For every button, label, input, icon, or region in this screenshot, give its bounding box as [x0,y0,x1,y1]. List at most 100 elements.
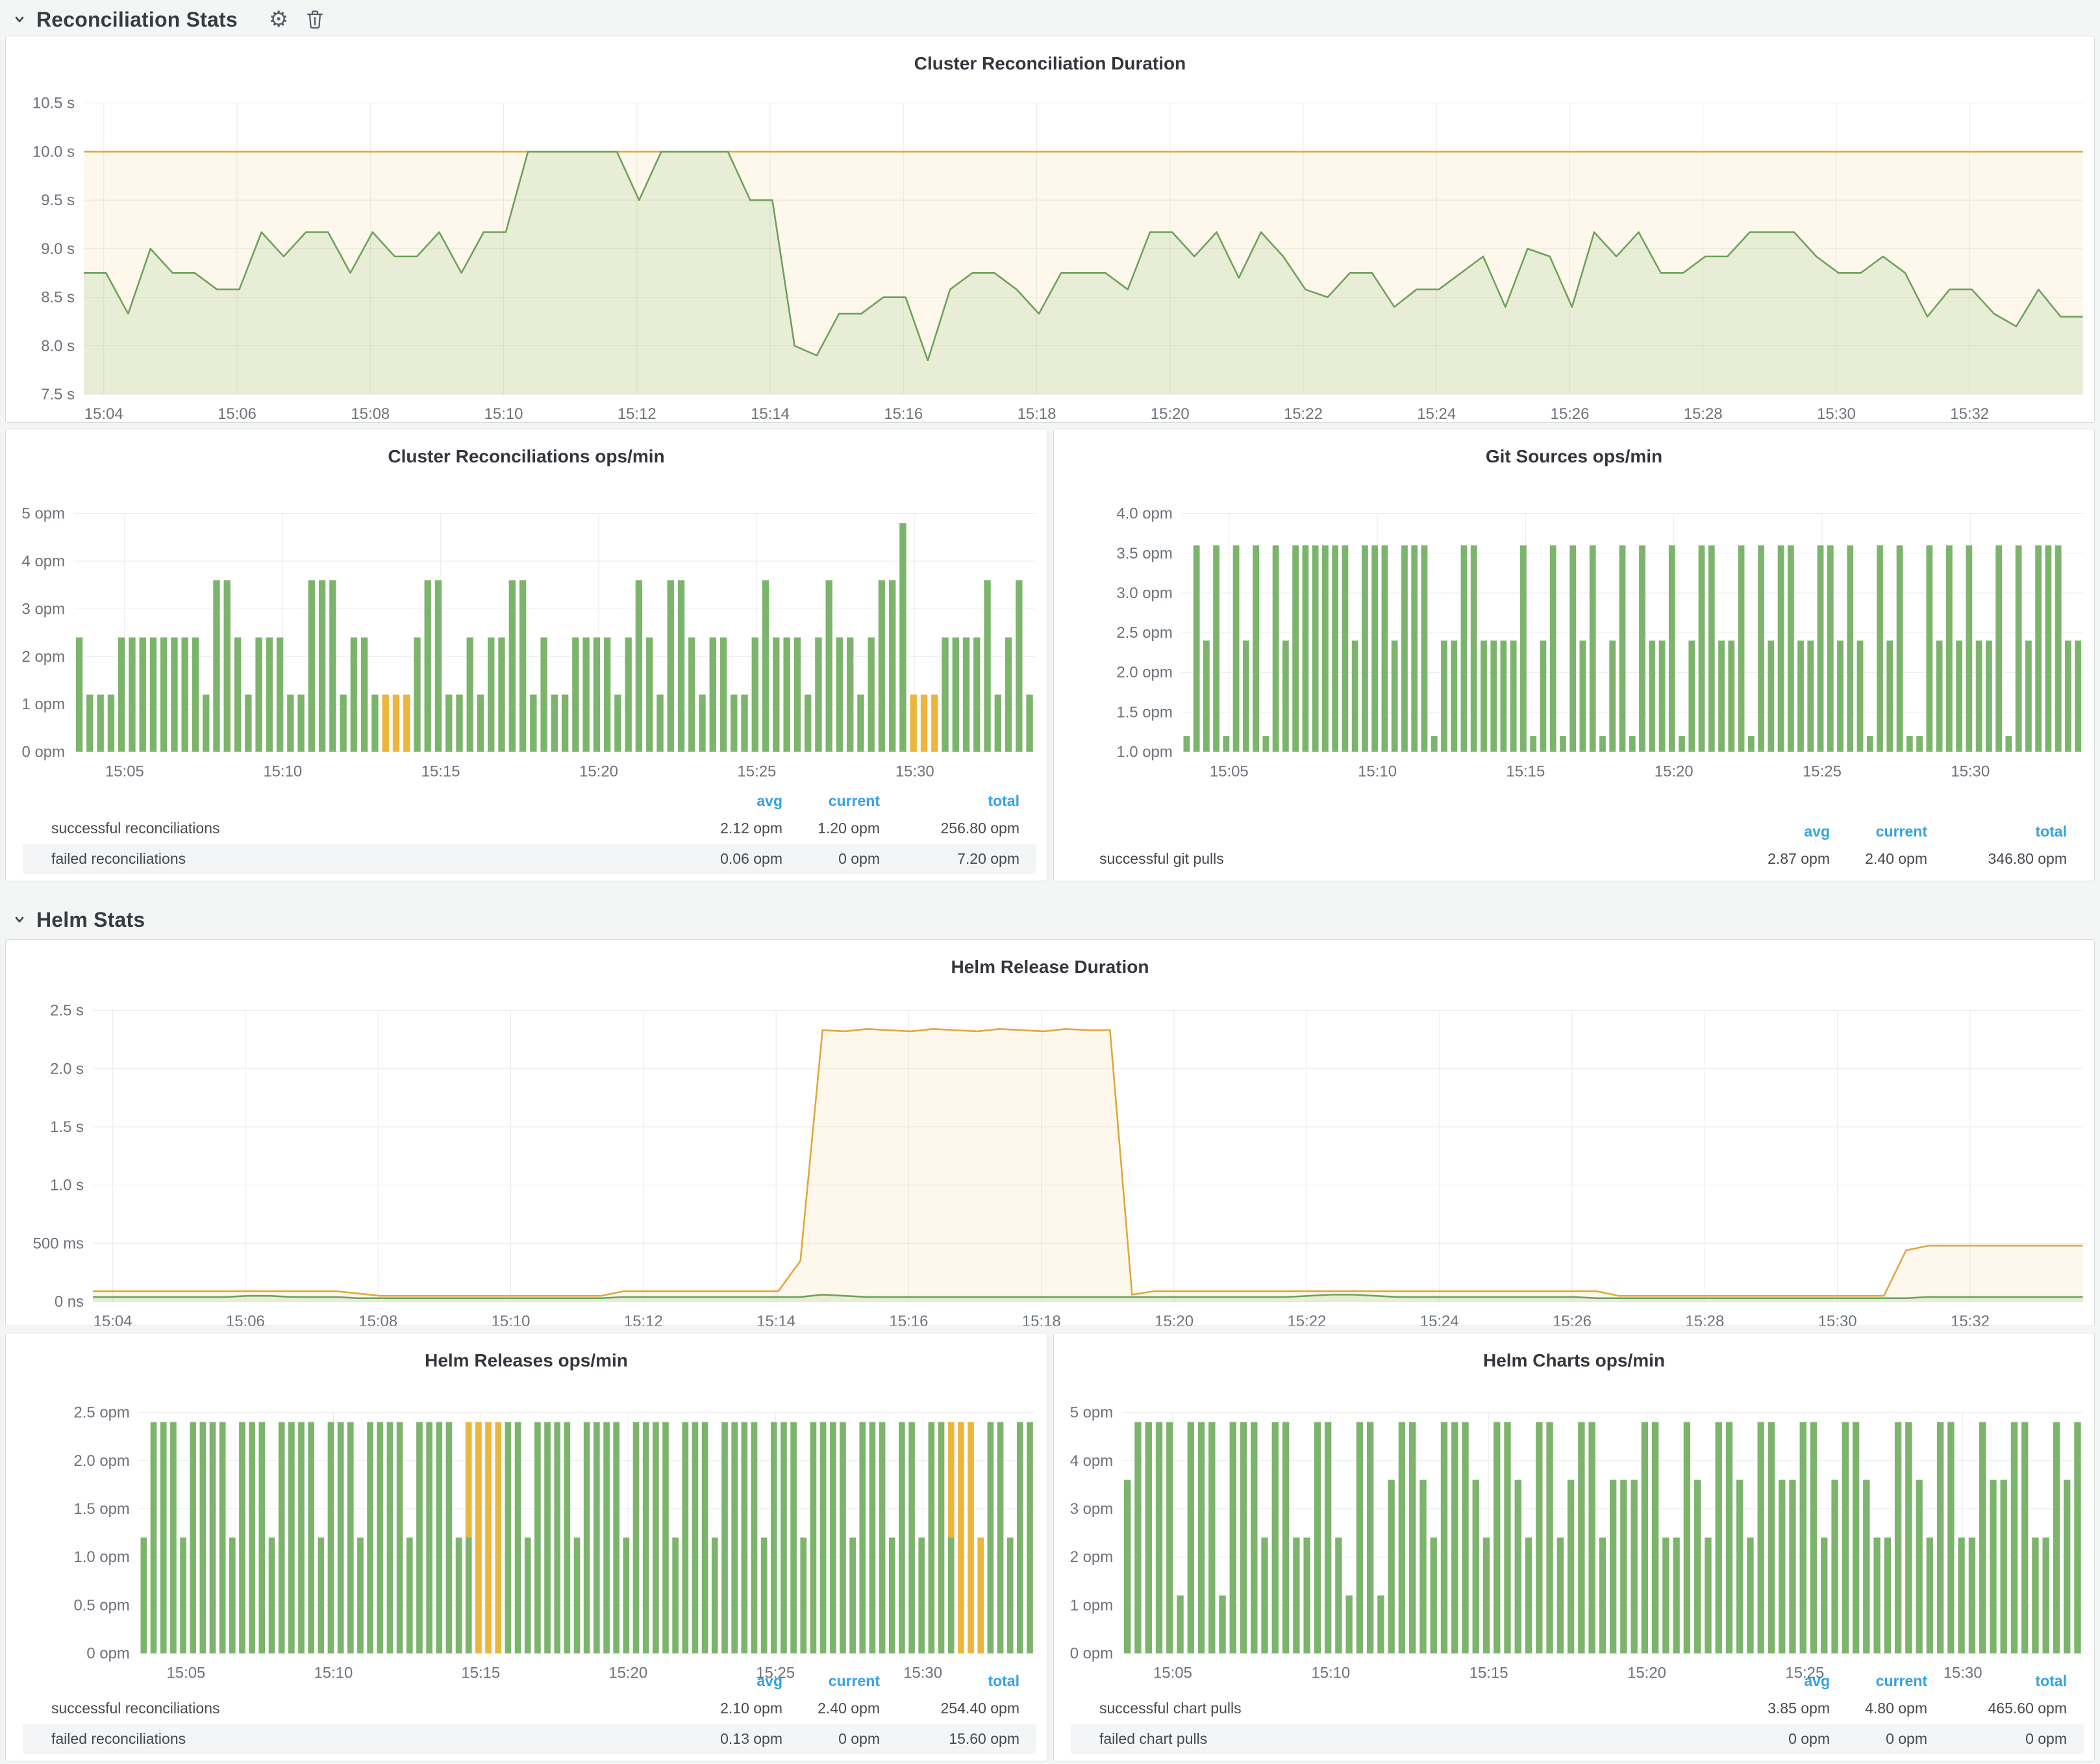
chevron-down-icon [12,912,27,927]
legend-value-current: 1.20 opm [818,820,880,837]
legend-column-current[interactable]: current [828,792,880,809]
svg-text:3 opm: 3 opm [1070,1500,1113,1518]
legend-series-label[interactable]: successful git pulls [1099,850,1224,867]
legend-value-total: 7.20 opm [957,850,1019,867]
svg-text:2.5 opm: 2.5 opm [73,1404,129,1422]
row-header-reconciliation-stats[interactable]: Reconciliation Stats ⚙ [12,5,325,34]
svg-text:15:10: 15:10 [484,405,523,422]
legend-value-total: 0 opm [2025,1730,2067,1747]
git-sources-opm-chart[interactable]: 1.0 opm 1.5 opm 2.0 opm 2.5 opm 3.0 opm 3.5 o… [1054,429,2094,881]
svg-text:500 ms: 500 ms [33,1235,84,1252]
legend-header: avg current total [1071,1669,2084,1693]
helm-charts-opm-chart[interactable]: 0 opm 1 opm 2 opm 3 opm 4 opm 5 opm 15:05 15:10… [1054,1333,2094,1761]
row-title: Helm Stats [36,907,145,931]
svg-text:15:10: 15:10 [314,1664,353,1682]
legend-column-avg[interactable]: avg [1804,822,1830,840]
svg-text:15:24: 15:24 [1420,1313,1459,1326]
panel-title[interactable]: Helm Releases ops/min [425,1350,628,1370]
legend-value-current: 0 opm [838,850,880,867]
svg-text:15:30: 15:30 [1818,1313,1857,1326]
svg-text:15:30: 15:30 [1817,405,1856,422]
panel-title[interactable]: Git Sources ops/min [1485,446,1663,466]
legend-column-total[interactable]: total [2035,822,2067,840]
legend-value-current: 2.40 opm [1865,850,1927,867]
legend-row-successful-reconciliations: successful reconciliations 2.10 opm 2.40 o… [23,1693,1036,1724]
panel-cluster-reconciliations-opm: Cluster Reconciliations ops/min 0 opm 1 o… [5,429,1047,881]
svg-text:15:25: 15:25 [1785,1664,1824,1682]
svg-text:15:22: 15:22 [1284,405,1323,422]
svg-text:2.5 opm: 2.5 opm [1116,624,1172,642]
panel-title[interactable]: Helm Charts ops/min [1482,1350,1666,1370]
legend-series-label[interactable]: successful reconciliations [51,1700,220,1717]
trash-icon[interactable] [305,9,325,30]
svg-text:15:30: 15:30 [1944,1664,1982,1682]
svg-text:15:28: 15:28 [1684,405,1723,422]
legend-column-total[interactable]: total [988,1672,1019,1689]
svg-text:1.5 opm: 1.5 opm [73,1500,129,1518]
svg-text:0 opm: 0 opm [1070,1644,1113,1662]
legend-column-avg[interactable]: avg [756,792,782,809]
legend-column-current[interactable]: current [1875,822,1927,840]
svg-text:15:25: 15:25 [756,1664,795,1682]
svg-text:15:12: 15:12 [624,1313,663,1326]
legend-column-current[interactable]: current [828,1672,880,1689]
svg-text:15:05: 15:05 [1153,1664,1192,1682]
legend-series-label[interactable]: successful chart pulls [1099,1700,1242,1717]
legend-series-label[interactable]: failed reconciliations [51,1730,186,1747]
legend-series-label[interactable]: failed reconciliations [51,850,186,867]
panel-title[interactable]: Cluster Reconciliation Duration [914,53,1186,73]
svg-text:15:15: 15:15 [1469,1664,1508,1682]
legend-column-avg[interactable]: avg [756,1672,782,1689]
svg-text:10.5 s: 10.5 s [32,95,75,112]
legend-value-current: 2.40 opm [818,1700,880,1717]
svg-text:5 opm: 5 opm [22,505,66,523]
panel-title[interactable]: Cluster Reconciliations ops/min [388,446,665,466]
legend-column-total[interactable]: total [988,792,1019,809]
legend-column-avg[interactable]: avg [1804,1672,1830,1689]
legend-value-avg: 0.13 opm [720,1730,782,1747]
legend-row-successful-reconciliations: successful reconciliations 2.12 opm 1.20 o… [23,813,1036,844]
panel-title[interactable]: Helm Release Duration [951,957,1149,977]
svg-text:15:32: 15:32 [1950,405,1989,422]
svg-text:2.0 opm: 2.0 opm [1116,664,1172,681]
helm-release-duration-chart[interactable]: 0 ns 500 ms 1.0 s 1.5 s 2.0 s 2.5 s 15:04 15:06… [6,940,2094,1326]
svg-text:15:30: 15:30 [903,1664,942,1682]
legend-value-current: 0 opm [838,1730,880,1747]
panel-helm-charts-opm: Helm Charts ops/min 0 opm 1 opm 2 opm 3 opm… [1053,1333,2095,1761]
legend-value-avg: 0 opm [1788,1730,1830,1747]
legend-row-successful-git-pulls: successful git pulls 2.87 opm 2.40 opm 346.… [1071,844,2084,874]
legend-value-avg: 3.85 opm [1768,1700,1830,1717]
legend-value-current: 0 opm [1886,1730,1927,1747]
helm-releases-opm-chart[interactable]: 0 opm 0.5 opm 1.0 opm 1.5 opm 2.0 opm 2.5 opm… [6,1333,1047,1761]
row-header-helm-stats[interactable]: Helm Stats [12,905,145,934]
legend-series-label[interactable]: failed chart pulls [1099,1730,1208,1747]
svg-text:15:25: 15:25 [1803,762,1842,780]
svg-text:15:16: 15:16 [884,405,923,422]
svg-text:15:20: 15:20 [1655,762,1694,780]
legend-header: avg current total [1071,819,2084,844]
svg-text:8.0 s: 8.0 s [41,337,75,355]
svg-text:3.5 opm: 3.5 opm [1116,545,1172,562]
legend-row-failed-reconciliations: failed reconciliations 0.13 opm 0 opm 15.60… [23,1724,1036,1754]
legend-value-current: 4.80 opm [1865,1700,1927,1717]
svg-text:15:04: 15:04 [84,405,123,422]
svg-text:2 opm: 2 opm [1070,1548,1113,1566]
legend: avg current total successful reconciliation… [23,788,1036,874]
gear-icon[interactable]: ⚙ [265,8,292,31]
svg-text:15:05: 15:05 [167,1664,206,1682]
svg-text:8.5 s: 8.5 s [41,289,75,307]
legend-column-current[interactable]: current [1875,1672,1927,1689]
svg-text:15:30: 15:30 [1951,762,1990,780]
svg-text:2.0 s: 2.0 s [50,1060,84,1077]
svg-text:15:10: 15:10 [263,762,302,780]
legend-value-total: 465.60 opm [1988,1700,2067,1717]
legend-series-label[interactable]: successful reconciliations [51,820,220,837]
legend-header: avg current total [23,788,1036,813]
legend-column-total[interactable]: total [2035,1672,2067,1689]
svg-text:4 opm: 4 opm [22,553,66,570]
svg-text:15:05: 15:05 [105,762,144,780]
panel-helm-releases-opm: Helm Releases ops/min 0 opm 0.5 opm 1.0 op… [5,1333,1047,1761]
cluster-reconciliations-opm-chart[interactable]: 0 opm 1 opm 2 opm 3 opm 4 opm 5 opm 15:05 15:10… [6,429,1047,881]
legend-value-avg: 2.12 opm [720,820,782,837]
cluster-reconciliation-duration-chart[interactable]: 7.5 s 8.0 s 8.5 s 9.0 s 9.5 s 10.0 s 10.5 s 15:… [6,36,2094,422]
